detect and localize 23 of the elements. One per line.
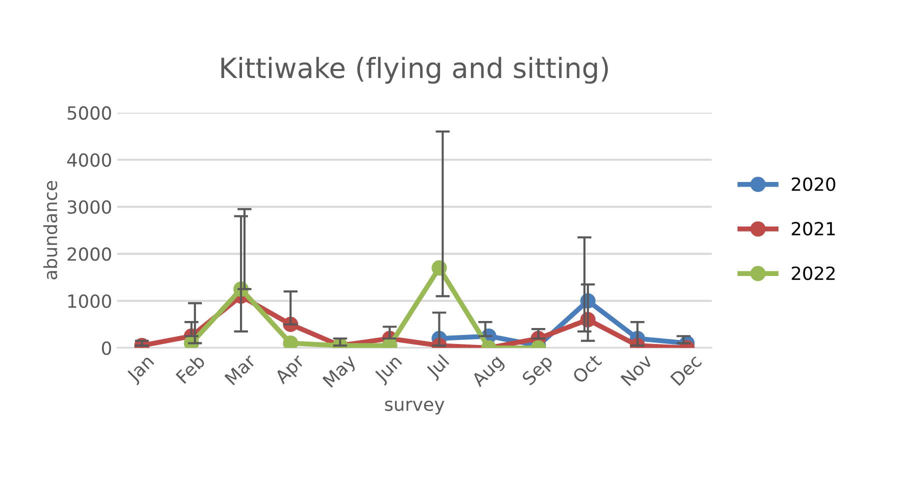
x-tick-label: Oct [572,353,602,384]
x-tick-label: Dec [670,354,702,386]
x-tick-label: Jan [126,354,157,386]
x-axis-title: survey [385,400,444,415]
x-tick-label: Feb [175,353,206,384]
y-tick-label: 4000 [67,153,112,167]
legend-label: 2022 [792,266,835,280]
x-tick-label: Aug [470,354,506,390]
legend-label: 2021 [792,222,835,236]
x-tick-label: Apr [274,353,308,388]
x-tick-label: Jul [424,354,452,382]
x-tick-label: Nov [620,354,654,386]
x-tick-label: Jun [373,354,405,386]
y-tick-label: 1000 [68,294,112,308]
x-tick-label: Mar [224,353,257,386]
x-tick-label: Sep [521,354,556,388]
legend-label: 2020 [792,177,836,191]
y-tick-label: 0 [102,341,112,356]
y-tick-label: 5000 [68,106,112,120]
y-axis-title: abundance [43,181,58,280]
chart-title: Kittiwake (flying and sitting) [221,56,608,84]
y-tick-label: 2000 [68,247,112,261]
y-tick-label: 3000 [68,200,112,214]
